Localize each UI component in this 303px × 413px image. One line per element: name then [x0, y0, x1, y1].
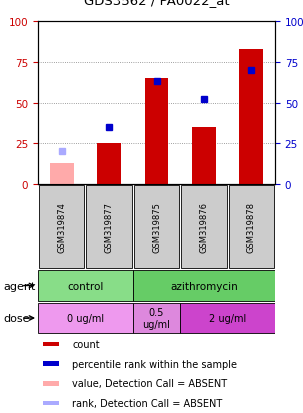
Bar — [43, 401, 59, 406]
Bar — [86, 185, 132, 268]
Text: GSM319877: GSM319877 — [105, 202, 114, 252]
Text: GDS3562 / PA0022_at: GDS3562 / PA0022_at — [84, 0, 229, 7]
Bar — [43, 342, 59, 347]
Bar — [239, 50, 263, 185]
Text: 2 ug/ml: 2 ug/ml — [209, 313, 246, 323]
Bar — [181, 185, 227, 268]
Bar — [133, 303, 180, 334]
Text: GSM319874: GSM319874 — [57, 202, 66, 252]
Text: control: control — [67, 281, 104, 291]
Text: azithromycin: azithromycin — [170, 281, 238, 291]
Bar — [38, 303, 133, 334]
Text: 0 ug/ml: 0 ug/ml — [67, 313, 104, 323]
Bar — [38, 270, 133, 301]
Bar — [97, 144, 121, 185]
Bar — [180, 303, 275, 334]
Bar — [39, 185, 85, 268]
Bar — [134, 185, 179, 268]
Text: agent: agent — [3, 281, 35, 291]
Bar — [133, 270, 275, 301]
Text: rank, Detection Call = ABSENT: rank, Detection Call = ABSENT — [72, 398, 223, 408]
Text: count: count — [72, 339, 100, 349]
Bar — [228, 185, 274, 268]
Bar — [43, 381, 59, 386]
Text: 0.5
ug/ml: 0.5 ug/ml — [143, 307, 170, 329]
Text: value, Detection Call = ABSENT: value, Detection Call = ABSENT — [72, 378, 228, 389]
Bar — [43, 361, 59, 366]
Bar — [50, 164, 74, 185]
Text: GSM319876: GSM319876 — [199, 202, 208, 252]
Text: GSM319878: GSM319878 — [247, 202, 256, 252]
Bar — [192, 128, 216, 185]
Text: percentile rank within the sample: percentile rank within the sample — [72, 359, 238, 369]
Text: dose: dose — [3, 313, 29, 323]
Bar — [145, 79, 168, 185]
Text: GSM319875: GSM319875 — [152, 202, 161, 252]
